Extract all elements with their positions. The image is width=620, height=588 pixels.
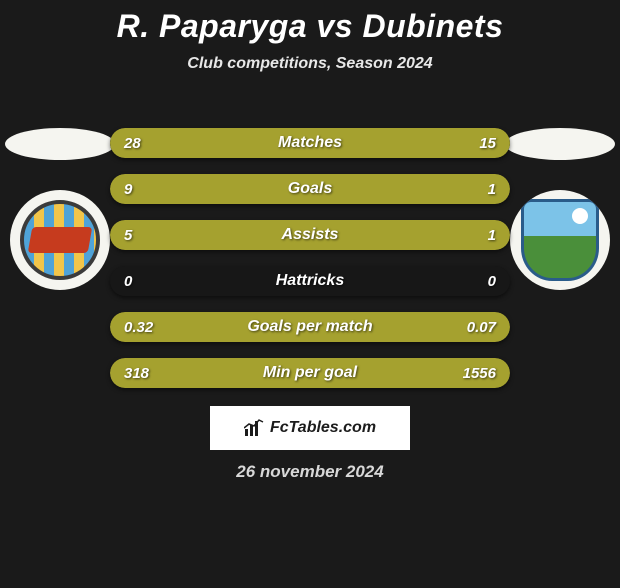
stat-value-right: 0 <box>488 266 496 296</box>
stat-value-right: 0.07 <box>467 312 496 342</box>
club-crest-right-icon <box>521 199 599 281</box>
stat-value-right: 1 <box>488 174 496 204</box>
player-left-badge <box>0 128 120 290</box>
comparison-bars: 28 Matches 15 9 Goals 1 5 Assists 1 0 Ha… <box>110 128 510 388</box>
subtitle: Club competitions, Season 2024 <box>0 55 620 73</box>
stat-value-right: 1556 <box>463 358 496 388</box>
footer-date: 26 november 2024 <box>0 462 620 482</box>
brand-badge: FcTables.com <box>210 406 410 450</box>
club-crest-left-icon <box>20 200 100 280</box>
page-title: R. Paparyga vs Dubinets <box>0 8 620 45</box>
stat-row: 318 Min per goal 1556 <box>110 358 510 388</box>
stat-label: Min per goal <box>110 358 510 388</box>
stat-row: 0.32 Goals per match 0.07 <box>110 312 510 342</box>
player-left-crest-circle <box>10 190 110 290</box>
stat-label: Hattricks <box>110 266 510 296</box>
stat-label: Assists <box>110 220 510 250</box>
player-right-oval <box>505 128 615 160</box>
stat-label: Goals <box>110 174 510 204</box>
stat-value-right: 1 <box>488 220 496 250</box>
player-right-badge <box>500 128 620 290</box>
player-left-oval <box>5 128 115 160</box>
stat-label: Matches <box>110 128 510 158</box>
stat-label: Goals per match <box>110 312 510 342</box>
stat-row: 0 Hattricks 0 <box>110 266 510 296</box>
stat-row: 28 Matches 15 <box>110 128 510 158</box>
brand-chart-icon <box>244 419 264 437</box>
player-right-crest-circle <box>510 190 610 290</box>
stat-row: 5 Assists 1 <box>110 220 510 250</box>
stat-row: 9 Goals 1 <box>110 174 510 204</box>
brand-text: FcTables.com <box>270 419 376 437</box>
stat-value-right: 15 <box>479 128 496 158</box>
